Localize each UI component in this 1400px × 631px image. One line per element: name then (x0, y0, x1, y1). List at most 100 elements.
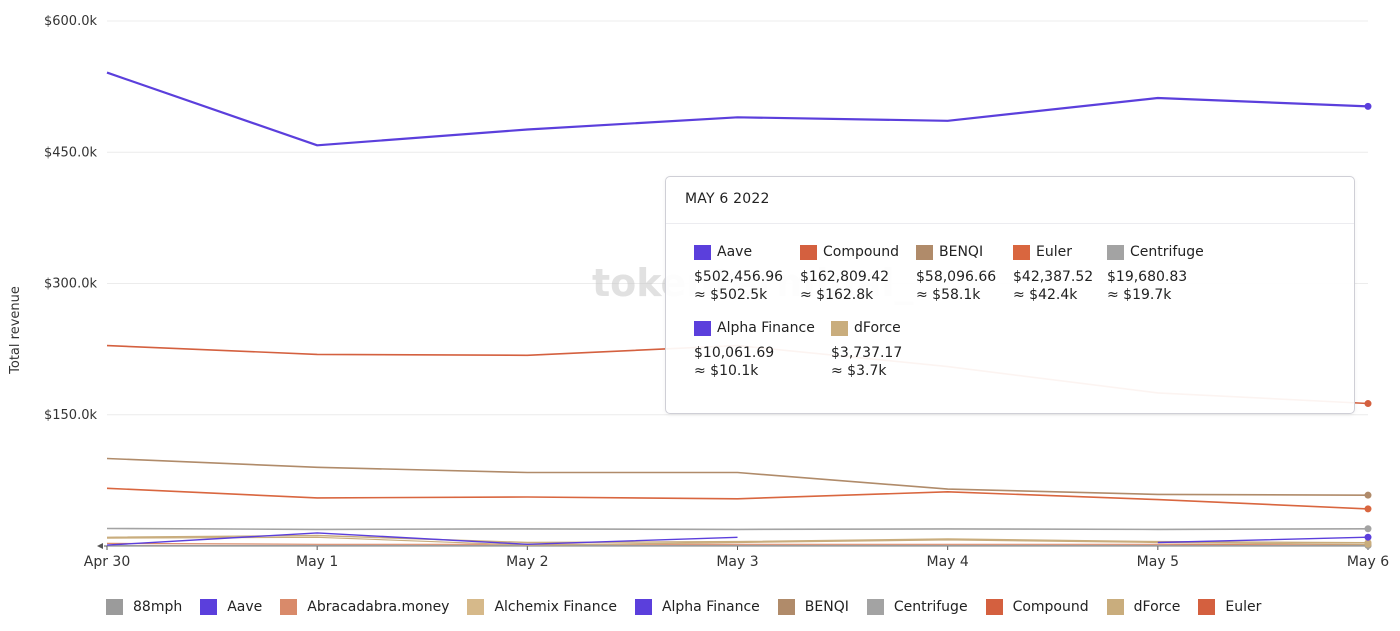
tooltip-item-name-row: dForce (831, 318, 902, 338)
tooltip-item-approx: ≈ $162.8k (800, 287, 874, 303)
tooltip-item-name: Alpha Finance (717, 320, 815, 336)
tooltip-swatch (694, 244, 711, 260)
series-line-alpha-finance (106, 532, 1369, 546)
legend-swatch (106, 599, 123, 615)
legend-swatch (280, 599, 298, 615)
tooltip-item-value: $58,096.66 (916, 269, 997, 285)
x-tick-label: May 6 (1347, 554, 1389, 570)
legend-label: dForce (1133, 599, 1181, 615)
tooltip-item: Alpha Finance $10,061.69 ≈ $10.1k (694, 318, 815, 380)
tooltip-item-approx: ≈ $42.4k (1013, 287, 1078, 303)
series-line-aave (106, 71, 1369, 147)
legend-item[interactable]: Centrifuge (866, 599, 968, 615)
tooltip-swatch (694, 320, 711, 336)
legend-item[interactable]: dForce (1106, 599, 1181, 615)
legend-swatch (200, 599, 218, 615)
tooltip-item-approx: ≈ $3.7k (831, 363, 887, 379)
x-tick-label: Apr 30 (84, 554, 130, 570)
legend-label: BENQI (804, 599, 849, 615)
series-line-dforce (106, 534, 1369, 544)
tooltip-item-name: dForce (854, 320, 901, 336)
endpoint-centrifuge (1364, 525, 1372, 533)
tooltip-item-value: $19,680.83 (1107, 269, 1188, 285)
y-tick-label: $600.0k (44, 14, 97, 29)
tooltip-item-value: $502,456.96 (694, 269, 784, 285)
y-tick-label: $450.0k (44, 145, 97, 160)
tooltip-item-value: $3,737.17 (831, 345, 903, 361)
series-endpoints (1364, 102, 1372, 550)
endpoint-dforce (1364, 539, 1372, 547)
tooltip-item: dForce $3,737.17 ≈ $3.7k (831, 318, 902, 380)
tooltip-swatch (831, 320, 848, 336)
endpoint-alpha-finance (1364, 533, 1372, 541)
legend-label: Abracadabra.money (307, 599, 450, 615)
tooltip-item: Euler $42,387.52 ≈ $42.4k (1013, 242, 1093, 304)
endpoint-aave (1364, 102, 1372, 110)
tooltip-item-approx: ≈ $58.1k (916, 287, 981, 303)
legend-swatch (1198, 599, 1216, 615)
legend-swatch (985, 599, 1003, 615)
tooltip-item-name: Centrifuge (1130, 244, 1204, 260)
tooltip-item-value: $42,387.52 (1013, 269, 1094, 285)
series-line-abracadabra-money (106, 542, 1369, 546)
legend-swatch (634, 599, 652, 615)
y-tick-label: $150.0k (44, 408, 97, 423)
legend-label: Euler (1225, 599, 1262, 615)
tooltip-item-name-row: Centrifuge (1107, 242, 1204, 262)
tooltip-item-approx: ≈ $502.5k (694, 287, 768, 303)
legend-swatch (467, 599, 485, 615)
x-tick-label: May 3 (716, 554, 758, 570)
tooltip-item-name-row: Aave (694, 242, 783, 262)
tooltip-item-approx: ≈ $10.1k (694, 363, 759, 379)
tooltip-item-name-row: Compound (800, 242, 899, 262)
legend-item[interactable]: 88mph (106, 599, 182, 615)
legend-item[interactable]: Compound (985, 599, 1089, 615)
tooltip-date: MAY 6 2022 (666, 177, 1354, 224)
legend-label: Alpha Finance (661, 599, 760, 615)
endpoint-benqi (1364, 491, 1372, 499)
tooltip-item-name: Euler (1036, 244, 1072, 260)
legend-label: Centrifuge (893, 599, 968, 615)
tooltip-item-name: Aave (717, 244, 753, 260)
x-tick-label: May 1 (296, 554, 338, 570)
legend-label: 88mph (133, 599, 183, 615)
legend-item[interactable]: Aave (200, 599, 262, 615)
x-axis-arrow (97, 543, 103, 549)
tooltip-swatch (1013, 244, 1030, 260)
legend-item[interactable]: Euler (1198, 599, 1261, 615)
legend-item[interactable]: BENQI (777, 599, 849, 615)
tooltip-item: Centrifuge $19,680.83 ≈ $19.7k (1107, 242, 1204, 304)
tooltip-item: Compound $162,809.42 ≈ $162.8k (800, 242, 899, 304)
tooltip-item: BENQI $58,096.66 ≈ $58.1k (916, 242, 996, 304)
tooltip-item: Aave $502,456.96 ≈ $502.5k (694, 242, 783, 304)
endpoint-euler (1364, 505, 1372, 513)
y-axis-title: Total revenue (8, 286, 23, 375)
legend-item[interactable]: Alpha Finance (634, 599, 760, 615)
tooltip-swatch (800, 244, 817, 260)
x-tick-label: May 2 (506, 554, 548, 570)
legend-swatch (777, 599, 795, 615)
legend-label: Compound (1012, 599, 1089, 615)
tooltip-item-value: $10,061.69 (694, 345, 775, 361)
legend-swatch (1106, 599, 1124, 615)
tooltip-item-name-row: BENQI (916, 242, 996, 262)
tooltip-item-name: BENQI (939, 244, 984, 260)
legend-item[interactable]: Alchemix Finance (467, 599, 617, 615)
tooltip-item-name-row: Euler (1013, 242, 1093, 262)
tooltip-item-name: Compound (823, 244, 900, 260)
series-line-euler (106, 487, 1369, 510)
x-tick-label: May 4 (927, 554, 969, 570)
tooltip-item-approx: ≈ $19.7k (1107, 287, 1172, 303)
series-line-centrifuge (106, 527, 1369, 531)
x-tick-label: May 5 (1137, 554, 1179, 570)
tooltip-swatch (1107, 244, 1124, 260)
x-axis: Apr 30 May 1 May 2 May 3 May 4 May 5 May 6 (84, 543, 1389, 570)
series-line-benqi (106, 457, 1369, 496)
tooltip: MAY 6 2022 Aave $502,456.96 ≈ $502.5k Co… (665, 176, 1355, 414)
legend-swatch (866, 599, 884, 615)
legend-label: Alchemix Finance (494, 599, 617, 615)
y-axis: $150.0k $300.0k $450.0k $600.0k (44, 14, 97, 423)
tooltip-item-value: $162,809.42 (800, 269, 890, 285)
legend-item[interactable]: Abracadabra.money (280, 599, 449, 615)
tooltip-swatch (916, 244, 933, 260)
